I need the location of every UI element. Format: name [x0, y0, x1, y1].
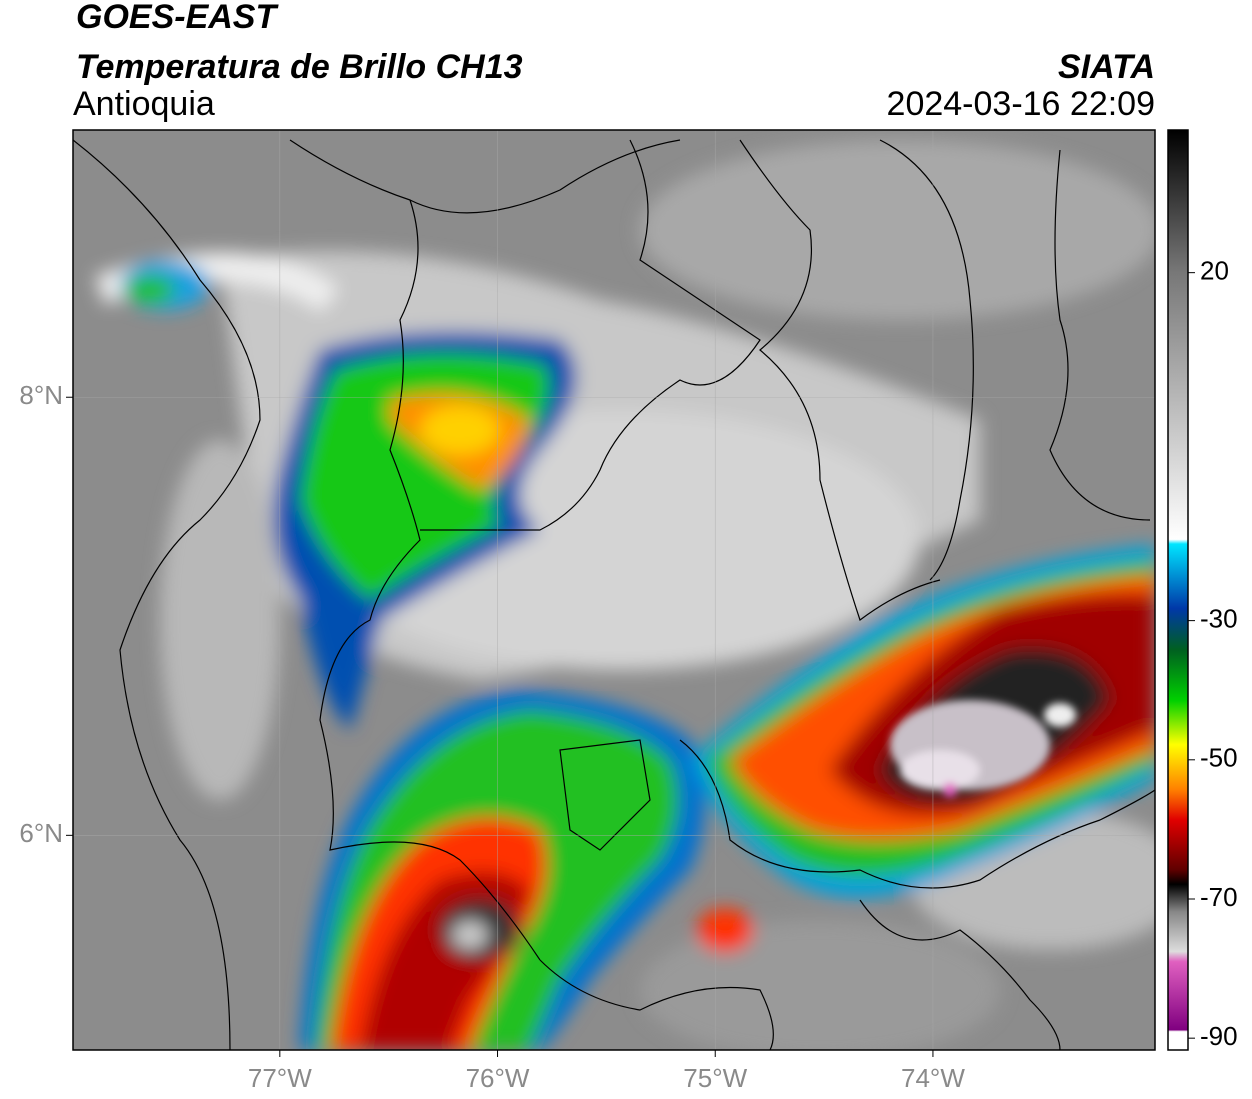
title: GOES-EAST [76, 0, 279, 36]
satellite-image [73, 130, 1155, 1050]
graticule [73, 130, 1155, 1050]
x-tick-label: 75°W [683, 1063, 747, 1093]
timestamp: 2024-03-16 22:09 [887, 85, 1155, 123]
map-frame [72, 129, 1156, 1051]
subtitle: Temperatura de Brillo CH13 [76, 48, 523, 86]
borders [73, 139, 1155, 1050]
x-tick-label: 77°W [248, 1063, 312, 1093]
x-tick-label: 74°W [901, 1063, 965, 1093]
colorbar-tick-label: -50 [1200, 743, 1238, 773]
y-tick-label: 8°N [19, 380, 63, 410]
y-tick-label: 6°N [19, 818, 63, 848]
colorbar-tick-label: 20 [1200, 256, 1229, 286]
x-tick-label: 76°W [466, 1063, 530, 1093]
colorbar-tick-label: -70 [1200, 882, 1238, 912]
ticks: 77°W 76°W 75°W 74°W 6°N 8°N 20 -30 -50 -70 -90 [19, 256, 1237, 1093]
colorbar-tick-label: -30 [1200, 603, 1238, 633]
colorbar-tick-label: -90 [1200, 1021, 1238, 1051]
region: Antioquia [73, 85, 215, 123]
source: SIATA [1058, 48, 1155, 86]
colorbar [1167, 129, 1189, 1051]
